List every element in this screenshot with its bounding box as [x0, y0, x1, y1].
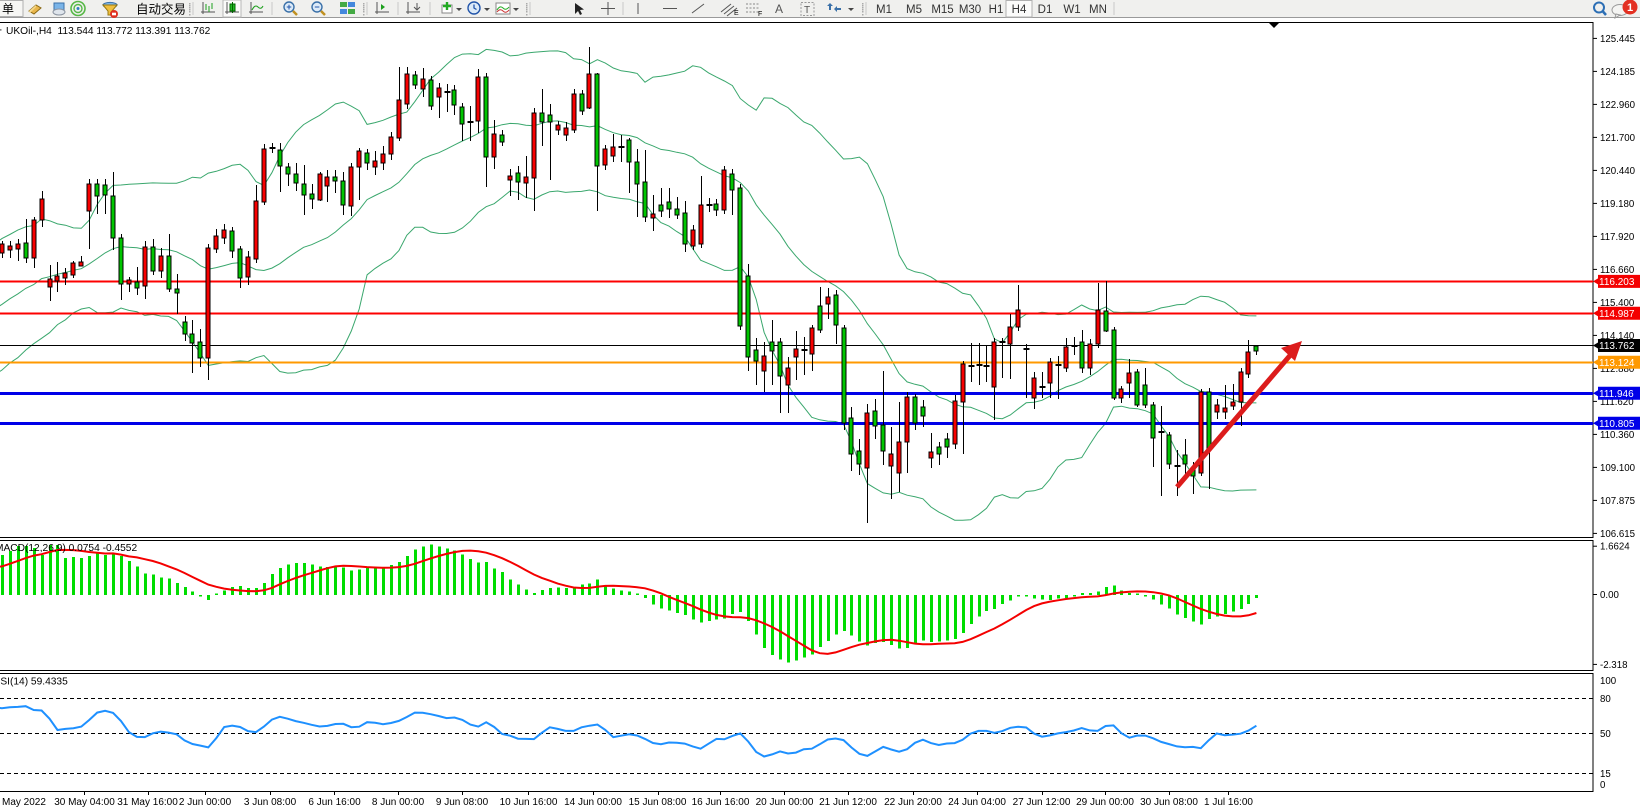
svg-text:14 Jun 00:00: 14 Jun 00:00 — [564, 797, 622, 808]
svg-text:MACD(12,26,9) 0.0754 -0.4552: MACD(12,26,9) 0.0754 -0.4552 — [0, 543, 137, 554]
svg-text:30 Jun 08:00: 30 Jun 08:00 — [1140, 797, 1198, 808]
svg-text:114.140: 114.140 — [1600, 331, 1635, 342]
svg-text:16 Jun 16:00: 16 Jun 16:00 — [692, 797, 750, 808]
svg-text:0: 0 — [1600, 780, 1606, 791]
svg-text:29 Jun 00:00: 29 Jun 00:00 — [1076, 797, 1134, 808]
svg-text:113.124: 113.124 — [1599, 358, 1635, 369]
svg-text:115.400: 115.400 — [1600, 298, 1635, 309]
svg-text:114.987: 114.987 — [1599, 309, 1635, 320]
svg-text:E: E — [734, 10, 739, 17]
svg-text:124.185: 124.185 — [1600, 67, 1635, 78]
svg-text:H1: H1 — [989, 4, 1004, 16]
svg-text:0.00: 0.00 — [1600, 590, 1619, 601]
svg-text:117.920: 117.920 — [1600, 232, 1635, 243]
svg-text:自动交易: 自动交易 — [136, 2, 186, 17]
svg-text:单: 单 — [2, 2, 14, 16]
svg-text:27 Jun 12:00: 27 Jun 12:00 — [1013, 797, 1071, 808]
svg-text:111.620: 111.620 — [1600, 397, 1634, 408]
svg-text:-2.318: -2.318 — [1600, 660, 1627, 671]
svg-text:T: T — [804, 5, 810, 16]
svg-text:M30: M30 — [959, 4, 981, 16]
svg-text:121.700: 121.700 — [1600, 133, 1636, 144]
svg-text:1: 1 — [1627, 2, 1633, 14]
svg-text:2 Jun 00:00: 2 Jun 00:00 — [179, 797, 232, 808]
svg-text:30 May 04:00: 30 May 04:00 — [54, 797, 115, 808]
svg-text:116.660: 116.660 — [1600, 265, 1635, 276]
svg-text:107.875: 107.875 — [1600, 496, 1635, 507]
svg-text:116.203: 116.203 — [1599, 277, 1635, 288]
svg-text:M5: M5 — [906, 4, 922, 16]
svg-text:106.615: 106.615 — [1600, 529, 1635, 540]
svg-text:100: 100 — [1600, 676, 1617, 687]
svg-text:20 Jun 00:00: 20 Jun 00:00 — [756, 797, 814, 808]
svg-text:31 May 16:00: 31 May 16:00 — [117, 797, 178, 808]
svg-text:F: F — [758, 11, 762, 18]
svg-text:22 Jun 20:00: 22 Jun 20:00 — [884, 797, 942, 808]
svg-text:125.445: 125.445 — [1600, 34, 1635, 45]
svg-text:1 Jul 16:00: 1 Jul 16:00 — [1204, 797, 1253, 808]
svg-text:120.440: 120.440 — [1600, 166, 1636, 177]
svg-text:UKOil-,H4 113.544 113.772 113: UKOil-,H4 113.544 113.772 113.391 113.76… — [6, 26, 211, 37]
svg-text:110.360: 110.360 — [1600, 430, 1635, 441]
svg-text:1.6624: 1.6624 — [1600, 542, 1630, 553]
svg-text:A: A — [775, 2, 783, 16]
svg-text:W1: W1 — [1063, 4, 1080, 16]
svg-text:3 Jun 08:00: 3 Jun 08:00 — [244, 797, 297, 808]
svg-text:21 Jun 12:00: 21 Jun 12:00 — [819, 797, 877, 808]
svg-text:110.805: 110.805 — [1599, 419, 1635, 430]
svg-text:8 Jun 00:00: 8 Jun 00:00 — [372, 797, 425, 808]
svg-text:119.180: 119.180 — [1600, 199, 1635, 210]
svg-text:M1: M1 — [876, 4, 892, 16]
svg-text:H4: H4 — [1012, 4, 1027, 16]
svg-text:113.762: 113.762 — [1599, 341, 1635, 352]
svg-text:122.960: 122.960 — [1600, 100, 1636, 111]
svg-text:80: 80 — [1600, 694, 1611, 705]
svg-text:50: 50 — [1600, 729, 1611, 740]
svg-text:15 Jun 08:00: 15 Jun 08:00 — [629, 797, 687, 808]
svg-text:111.946: 111.946 — [1599, 389, 1634, 400]
svg-text:+: + — [286, 2, 291, 12]
svg-text:MN: MN — [1089, 4, 1107, 16]
svg-text:RSI(14) 59.4335: RSI(14) 59.4335 — [0, 677, 68, 688]
svg-text:6 Jun 16:00: 6 Jun 16:00 — [308, 797, 361, 808]
svg-text:M15: M15 — [931, 4, 953, 16]
svg-text:·: · — [0, 24, 3, 36]
svg-text:D1: D1 — [1038, 4, 1053, 16]
svg-text:109.100: 109.100 — [1600, 463, 1636, 474]
svg-text:24 Jun 04:00: 24 Jun 04:00 — [948, 797, 1006, 808]
svg-text:9 Jun 08:00: 9 Jun 08:00 — [436, 797, 489, 808]
svg-text:15: 15 — [1600, 769, 1611, 780]
svg-text:10 Jun 16:00: 10 Jun 16:00 — [500, 797, 558, 808]
svg-text:May 2022: May 2022 — [2, 797, 46, 808]
svg-text:112.880: 112.880 — [1600, 364, 1635, 375]
svg-text:−: − — [314, 2, 319, 12]
